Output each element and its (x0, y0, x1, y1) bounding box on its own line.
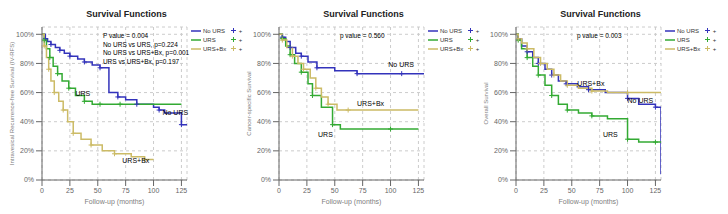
svg-text:Intravesical Recurrence-free S: Intravesical Recurrence-free Survival (I… (9, 42, 15, 165)
svg-text:0: 0 (277, 187, 281, 194)
svg-text:60%: 60% (494, 89, 508, 96)
svg-text:100%: 100% (490, 31, 508, 38)
svg-text:80%: 80% (20, 60, 34, 67)
svg-text:20%: 20% (494, 147, 508, 154)
svg-text:75: 75 (596, 187, 604, 194)
svg-text:0: 0 (40, 187, 44, 194)
svg-text:URS: URS (603, 131, 618, 138)
svg-text:No URS: No URS (628, 97, 654, 104)
svg-text:25: 25 (540, 187, 548, 194)
svg-text:Follow-up (months): Follow-up (months) (85, 198, 145, 206)
html-text:No URS: No URS (203, 27, 225, 34)
html-text:Survival Functions: Survival Functions (560, 9, 641, 19)
svg-text:100: 100 (148, 187, 160, 194)
svg-text:URS: URS (75, 90, 90, 97)
svg-text:75: 75 (122, 187, 130, 194)
svg-text:40%: 40% (494, 118, 508, 125)
svg-text:100: 100 (622, 187, 634, 194)
svg-text:Overall Survival: Overall Survival (483, 82, 489, 124)
html-text:URS+Bx: URS+Bx (440, 45, 464, 52)
svg-text:50: 50 (94, 187, 102, 194)
svg-text:Follow-up (months): Follow-up (months) (322, 198, 382, 206)
svg-text:100%: 100% (16, 31, 34, 38)
html-text:URS: URS (440, 36, 453, 43)
svg-text:Follow-up (months): Follow-up (months) (559, 198, 619, 206)
svg-text:20%: 20% (257, 147, 271, 154)
svg-text:100: 100 (385, 187, 397, 194)
html-text:Survival Functions: Survival Functions (86, 9, 167, 19)
svg-text:125: 125 (413, 187, 425, 194)
svg-text:50: 50 (331, 187, 339, 194)
svg-text:40%: 40% (20, 118, 34, 125)
svg-text:0%: 0% (498, 176, 508, 183)
svg-text:60%: 60% (20, 89, 34, 96)
svg-text:No URS: No URS (162, 109, 188, 116)
svg-text:40%: 40% (257, 118, 271, 125)
html-text:URS: URS (203, 36, 216, 43)
svg-text:75: 75 (359, 187, 367, 194)
svg-text:80%: 80% (494, 60, 508, 67)
svg-text:0: 0 (514, 187, 518, 194)
svg-text:URS+Bx: URS+Bx (122, 157, 150, 164)
svg-text:No URS: No URS (388, 61, 414, 68)
svg-text:80%: 80% (257, 60, 271, 67)
svg-text:p value = 0.560: p value = 0.560 (340, 32, 385, 40)
html-text:No URS: No URS (440, 27, 462, 34)
svg-text:0%: 0% (261, 176, 271, 183)
html-text:URS: URS (677, 36, 690, 43)
svg-text:Cancer-specific Survival: Cancer-specific Survival (246, 71, 252, 135)
svg-text:0%: 0% (24, 176, 34, 183)
svg-text:25: 25 (303, 187, 311, 194)
html-text:No URS: No URS (677, 27, 699, 34)
svg-text:URS+Bx: URS+Bx (357, 100, 385, 107)
svg-text:100%: 100% (253, 31, 271, 38)
svg-text:P value = 0.004No URS vs URS,: P value = 0.004No URS vs URS, p=0.224No … (103, 32, 190, 65)
html-text:URS+Bx: URS+Bx (203, 45, 227, 52)
svg-text:URS: URS (318, 131, 333, 138)
svg-text:25: 25 (66, 187, 74, 194)
svg-text:p value = 0.003: p value = 0.003 (577, 32, 622, 40)
svg-text:50: 50 (568, 187, 576, 194)
svg-text:125: 125 (176, 187, 188, 194)
html-text:Survival Functions: Survival Functions (323, 9, 404, 19)
svg-text:URS+Bx: URS+Bx (577, 80, 605, 87)
svg-text:20%: 20% (20, 147, 34, 154)
html-text:URS+Bx: URS+Bx (677, 45, 701, 52)
svg-text:125: 125 (650, 187, 662, 194)
svg-text:60%: 60% (257, 89, 271, 96)
